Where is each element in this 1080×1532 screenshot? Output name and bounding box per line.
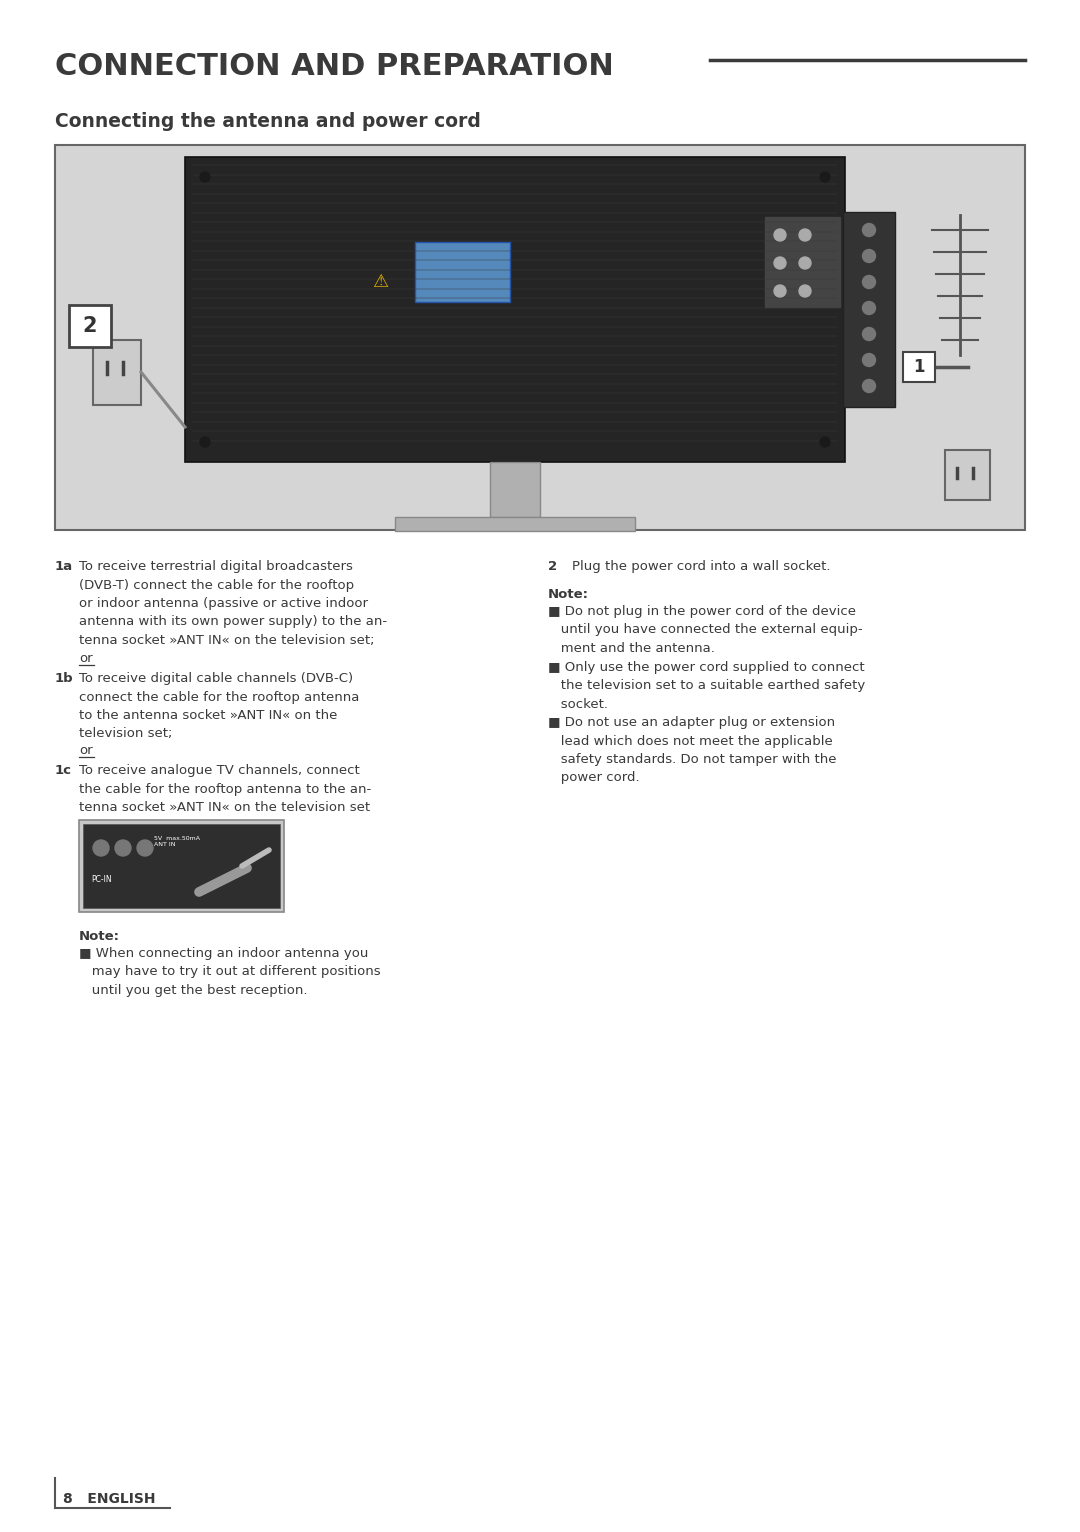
Bar [843,211,895,408]
Circle shape [93,840,109,856]
Circle shape [200,437,210,447]
Text: 1a: 1a [55,561,73,573]
Bar [903,352,935,381]
Text: To receive terrestrial digital broadcasters
(DVB-T) connect the cable for the ro: To receive terrestrial digital broadcast… [79,561,387,647]
Circle shape [863,224,876,236]
Circle shape [774,228,786,241]
Text: Note:: Note: [548,588,589,601]
Text: ■ Only use the power cord supplied to connect
   the television set to a suitabl: ■ Only use the power cord supplied to co… [548,660,865,711]
Circle shape [799,228,811,241]
Bar [83,824,280,908]
Circle shape [863,302,876,314]
Text: or: or [79,745,93,757]
Circle shape [863,276,876,288]
Circle shape [137,840,153,856]
Text: PC-IN: PC-IN [91,875,111,884]
Text: ■ When connecting an indoor antenna you
   may have to try it out at different p: ■ When connecting an indoor antenna you … [79,947,380,997]
Text: To receive analogue TV channels, connect
the cable for the rooftop antenna to th: To receive analogue TV channels, connect… [79,764,372,813]
Text: Plug the power cord into a wall socket.: Plug the power cord into a wall socket. [572,561,831,573]
Bar [79,820,284,912]
Text: ⚠: ⚠ [372,273,388,291]
Text: 5V  max.50mA
ANT IN: 5V max.50mA ANT IN [154,836,200,847]
Bar [945,450,990,499]
Text: Note:: Note: [79,930,120,944]
Text: 1: 1 [914,358,924,375]
Circle shape [774,285,786,297]
Text: 2: 2 [83,316,97,336]
Circle shape [200,172,210,182]
Text: To receive digital cable channels (DVB-C)
connect the cable for the rooftop ante: To receive digital cable channels (DVB-C… [79,673,360,740]
Text: CONNECTION AND PREPARATION: CONNECTION AND PREPARATION [55,52,613,81]
Bar [395,516,635,532]
Bar [69,305,111,348]
Text: ■ Do not use an adapter plug or extension
   lead which does not meet the applic: ■ Do not use an adapter plug or extensio… [548,715,837,784]
Text: Connecting the antenna and power cord: Connecting the antenna and power cord [55,112,481,132]
Circle shape [863,354,876,366]
Bar [765,218,840,306]
Circle shape [863,328,876,340]
Circle shape [863,380,876,392]
Bar [185,156,845,463]
Circle shape [114,840,131,856]
Bar [415,242,510,302]
Circle shape [799,257,811,270]
Text: 2: 2 [548,561,557,573]
Bar [490,463,540,516]
Text: 1c: 1c [55,764,72,777]
Text: ■ Do not plug in the power cord of the device
   until you have connected the ex: ■ Do not plug in the power cord of the d… [548,605,863,656]
Text: 1b: 1b [55,673,73,685]
Circle shape [863,250,876,262]
Circle shape [774,257,786,270]
Circle shape [820,437,831,447]
Circle shape [820,172,831,182]
Bar [55,146,1025,530]
Text: 8   ENGLISH: 8 ENGLISH [63,1492,156,1506]
Circle shape [799,285,811,297]
Bar [93,340,141,404]
Text: or: or [79,653,93,665]
